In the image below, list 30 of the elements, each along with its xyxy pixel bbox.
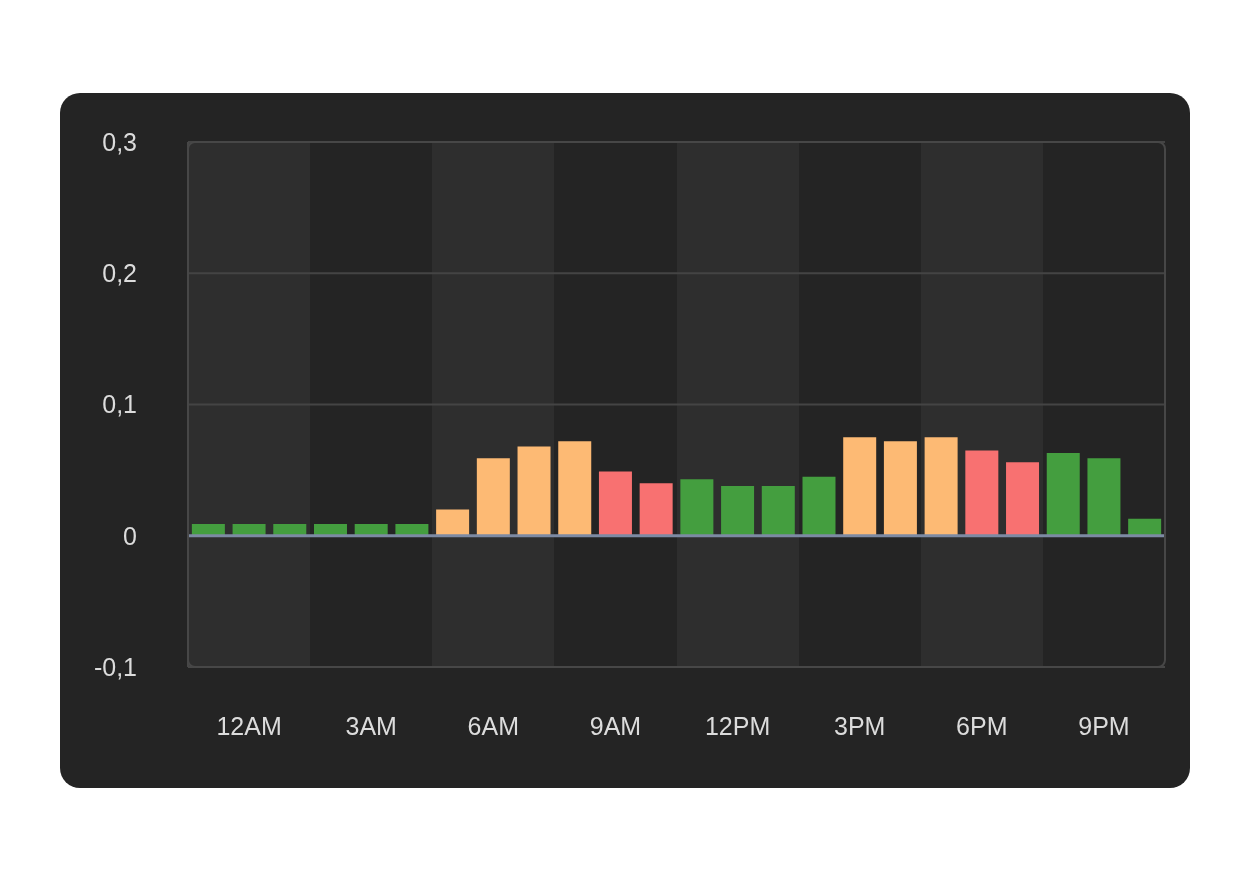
bar xyxy=(965,450,999,536)
x-tick-label: 3AM xyxy=(345,711,397,740)
bar xyxy=(1087,458,1121,536)
x-tick-label: 3PM xyxy=(833,711,886,740)
y-tick-label: -0,1 xyxy=(93,652,137,681)
y-tick-label: 0,1 xyxy=(102,390,137,419)
bar xyxy=(436,509,470,536)
bar xyxy=(680,479,714,536)
bar xyxy=(1006,462,1040,536)
x-tick-label: 6AM xyxy=(467,711,520,740)
bar xyxy=(598,471,632,536)
bar xyxy=(1046,453,1080,536)
x-tick-label: 9PM xyxy=(1078,711,1130,740)
y-tick-label: 0,2 xyxy=(102,259,137,288)
bar xyxy=(843,437,877,536)
y-tick-label: 0,3 xyxy=(102,127,137,156)
bar xyxy=(476,458,510,536)
bar xyxy=(558,441,592,536)
x-tick-label: 12AM xyxy=(216,711,282,740)
bar xyxy=(924,437,958,536)
bar xyxy=(761,485,795,536)
bar xyxy=(802,476,836,536)
bar xyxy=(517,446,551,536)
x-tick-label: 9AM xyxy=(589,711,642,740)
bar xyxy=(721,485,755,536)
bar xyxy=(883,441,917,536)
bar xyxy=(639,483,673,536)
y-tick-label: 0 xyxy=(123,521,137,550)
x-tick-label: 12PM xyxy=(704,711,771,740)
x-tick-label: 6PM xyxy=(956,711,1008,740)
